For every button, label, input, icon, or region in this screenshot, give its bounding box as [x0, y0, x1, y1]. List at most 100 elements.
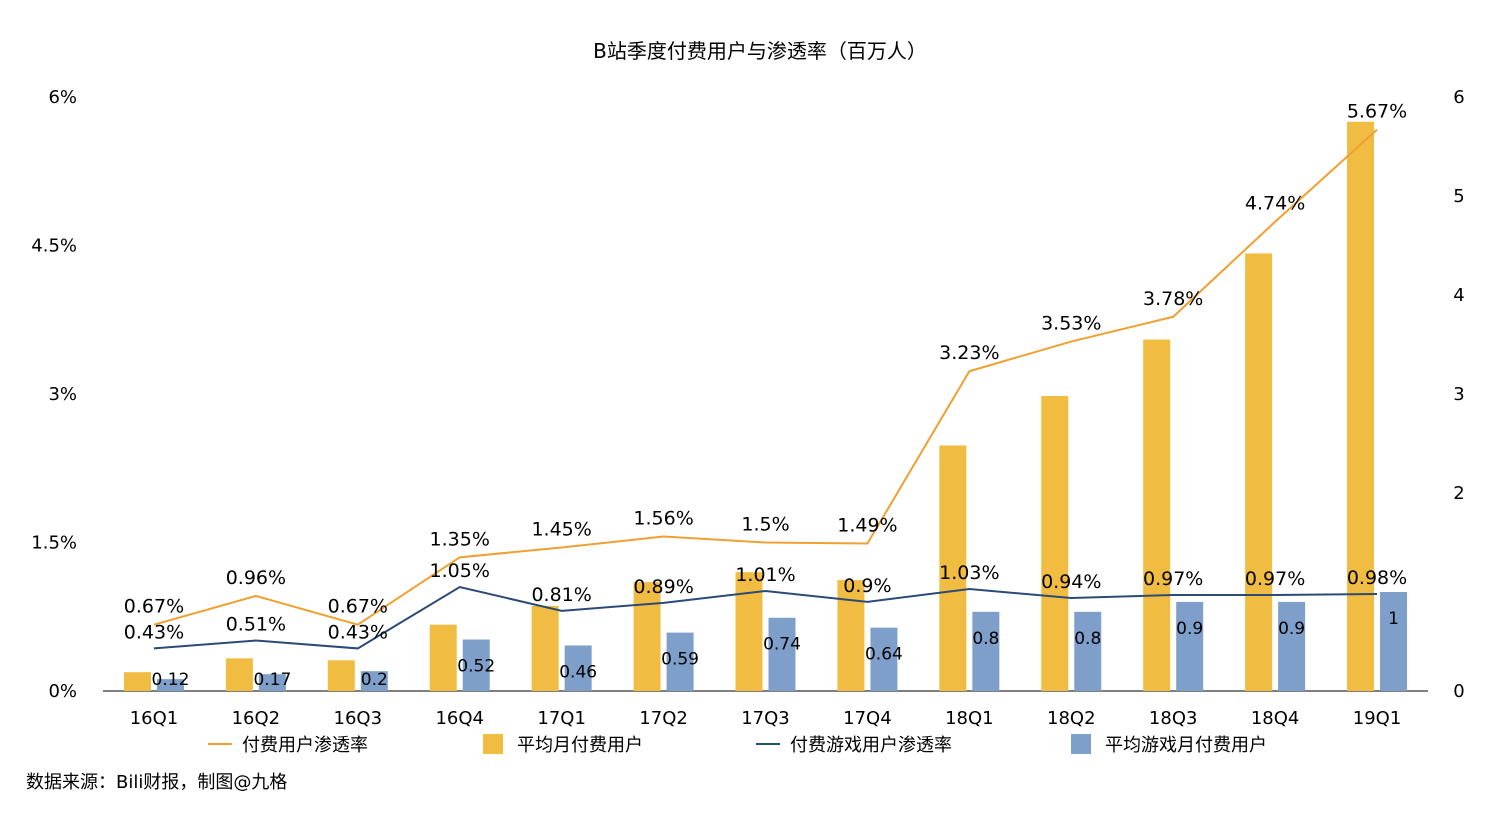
bar-paid-users [531, 605, 559, 691]
data-label-game-paid-users: 0.8 [972, 629, 999, 649]
data-label-game-paid-penetration: 0.81% [531, 584, 591, 606]
left-axis-tick: 3% [48, 384, 77, 405]
data-label-game-paid-penetration: 0.97% [1245, 568, 1305, 590]
data-label-paid-penetration: 0.96% [226, 567, 286, 589]
bar-game-paid-users [1074, 611, 1102, 691]
bar-paid-users [633, 582, 661, 691]
data-label-game-paid-users: 0.17 [253, 670, 291, 690]
data-label-game-paid-users: 0.74 [763, 635, 801, 655]
data-label-paid-penetration: 1.56% [633, 508, 693, 530]
x-axis-tick: 16Q3 [334, 708, 383, 729]
data-label-game-paid-penetration: 0.98% [1347, 567, 1407, 589]
data-label-game-paid-users: 0.9 [1176, 619, 1203, 639]
bar-game-paid-users [768, 617, 796, 691]
left-axis-tick: 4.5% [31, 236, 77, 257]
data-label-game-paid-penetration: 0.9% [843, 575, 891, 597]
bar-game-paid-users [666, 632, 694, 691]
data-label-game-paid-penetration: 0.94% [1041, 571, 1101, 593]
line-game-paid-penetration [153, 585, 1378, 650]
x-axis-tick: 18Q2 [1047, 708, 1096, 729]
data-label-paid-penetration: 1.5% [741, 514, 789, 536]
lines [153, 128, 1378, 650]
legend-label: 付费用户渗透率 [242, 735, 368, 756]
left-axis-tick: 6% [48, 87, 77, 108]
data-label-game-paid-users: 0.52 [457, 657, 495, 677]
data-label-game-paid-penetration: 0.97% [1143, 568, 1203, 590]
bar-paid-users [1347, 121, 1375, 691]
left-axis-tick: 0% [48, 681, 77, 702]
right-axis-tick: 2 [1453, 483, 1464, 504]
data-label-paid-penetration: 1.45% [531, 518, 591, 540]
bar-paid-users [225, 658, 253, 691]
x-axis-tick: 17Q3 [741, 708, 790, 729]
x-axis-tick: 17Q1 [537, 708, 586, 729]
right-axis-tick: 3 [1453, 384, 1464, 405]
x-axis-tick: 17Q2 [639, 708, 688, 729]
right-axis-tick: 6 [1453, 87, 1464, 108]
legend-swatch [483, 734, 503, 754]
data-label-game-paid-penetration: 0.89% [633, 576, 693, 598]
chart-title: B站季度付费用户与渗透率（百万人） [593, 39, 927, 63]
source-note: 数据来源：Bili财报，制图@九格 [26, 772, 288, 793]
data-label-game-paid-users: 1 [1388, 609, 1399, 629]
data-label-game-paid-users: 0.46 [559, 662, 597, 682]
data-label-game-paid-users: 0.9 [1278, 619, 1305, 639]
right-axis-tick: 4 [1453, 285, 1464, 306]
bar-paid-users [1245, 253, 1273, 692]
x-axis-tick: 17Q4 [843, 708, 892, 729]
bar-paid-users [327, 660, 355, 691]
data-label-game-paid-penetration: 1.03% [939, 562, 999, 584]
bar-game-paid-users [1278, 601, 1306, 691]
bar-paid-users [1041, 395, 1069, 691]
data-label-paid-penetration: 0.67% [124, 596, 184, 618]
data-label-paid-penetration: 4.74% [1245, 193, 1305, 215]
data-label-paid-penetration: 0.67% [328, 596, 388, 618]
data-label-paid-penetration: 1.35% [430, 528, 490, 550]
right-axis-tick: 5 [1453, 186, 1464, 207]
data-label-game-paid-penetration: 0.43% [124, 621, 184, 643]
left-axis-tick: 1.5% [31, 533, 77, 554]
bar-game-paid-users [156, 679, 184, 691]
legend-swatch [1071, 734, 1091, 754]
x-axis-tick: 16Q4 [435, 708, 484, 729]
bar-game-paid-users [1380, 592, 1408, 691]
legend: 付费用户渗透率 平均月付费用户 付费游戏用户渗透率 平均游戏月付费用户 [208, 734, 1267, 756]
x-axis-tick: 18Q1 [945, 708, 994, 729]
data-label-game-paid-users: 0.8 [1074, 629, 1101, 649]
legend-label: 平均月付费用户 [517, 735, 643, 756]
axes: 0% 1.5% 3% 4.5% 6% 0 2 3 4 5 6 16Q1 16Q2 16Q3 16Q4 17Q1… [31, 87, 1464, 729]
data-label-game-paid-users: 0.64 [865, 645, 903, 665]
x-axis-tick: 19Q1 [1353, 708, 1402, 729]
data-label-paid-penetration: 3.23% [939, 342, 999, 364]
bar-paid-users [123, 672, 151, 691]
data-label-game-paid-users: 0.59 [661, 650, 699, 670]
bar-game-paid-users [462, 639, 490, 691]
bar-game-paid-users [870, 627, 898, 691]
bar-game-paid-users [1176, 601, 1204, 691]
legend-label: 付费游戏用户渗透率 [790, 735, 952, 756]
right-axis-tick: 0 [1453, 681, 1464, 702]
data-label-paid-penetration: 3.53% [1041, 313, 1101, 335]
bar-paid-users [429, 624, 457, 691]
x-axis-tick: 16Q1 [130, 708, 179, 729]
bar-paid-users [735, 572, 763, 691]
data-label-game-paid-penetration: 1.01% [735, 564, 795, 586]
data-label-paid-penetration: 1.49% [837, 514, 897, 536]
bar-paid-users [1143, 339, 1171, 691]
data-label-game-paid-users: 0.2 [361, 670, 388, 690]
bar-game-paid-users [360, 671, 388, 691]
bar-paid-users [939, 445, 967, 691]
data-labels: 0.67% 0.96% 0.67% 1.35% 1.45% 1.56% 1.5% 1.49% 3… [124, 101, 1407, 690]
legend-label: 平均游戏月付费用户 [1105, 735, 1267, 756]
data-label-paid-penetration: 5.67% [1347, 101, 1407, 123]
x-axis-tick: 18Q4 [1251, 708, 1300, 729]
bar-game-paid-users [972, 611, 1000, 691]
line-paid-penetration [153, 128, 1378, 626]
data-label-game-paid-penetration: 0.43% [328, 621, 388, 643]
bar-game-paid-users [258, 674, 286, 691]
x-axis-tick: 16Q2 [232, 708, 281, 729]
data-label-game-paid-penetration: 0.51% [226, 614, 286, 636]
data-label-game-paid-penetration: 1.05% [430, 560, 490, 582]
bars [123, 121, 1408, 692]
